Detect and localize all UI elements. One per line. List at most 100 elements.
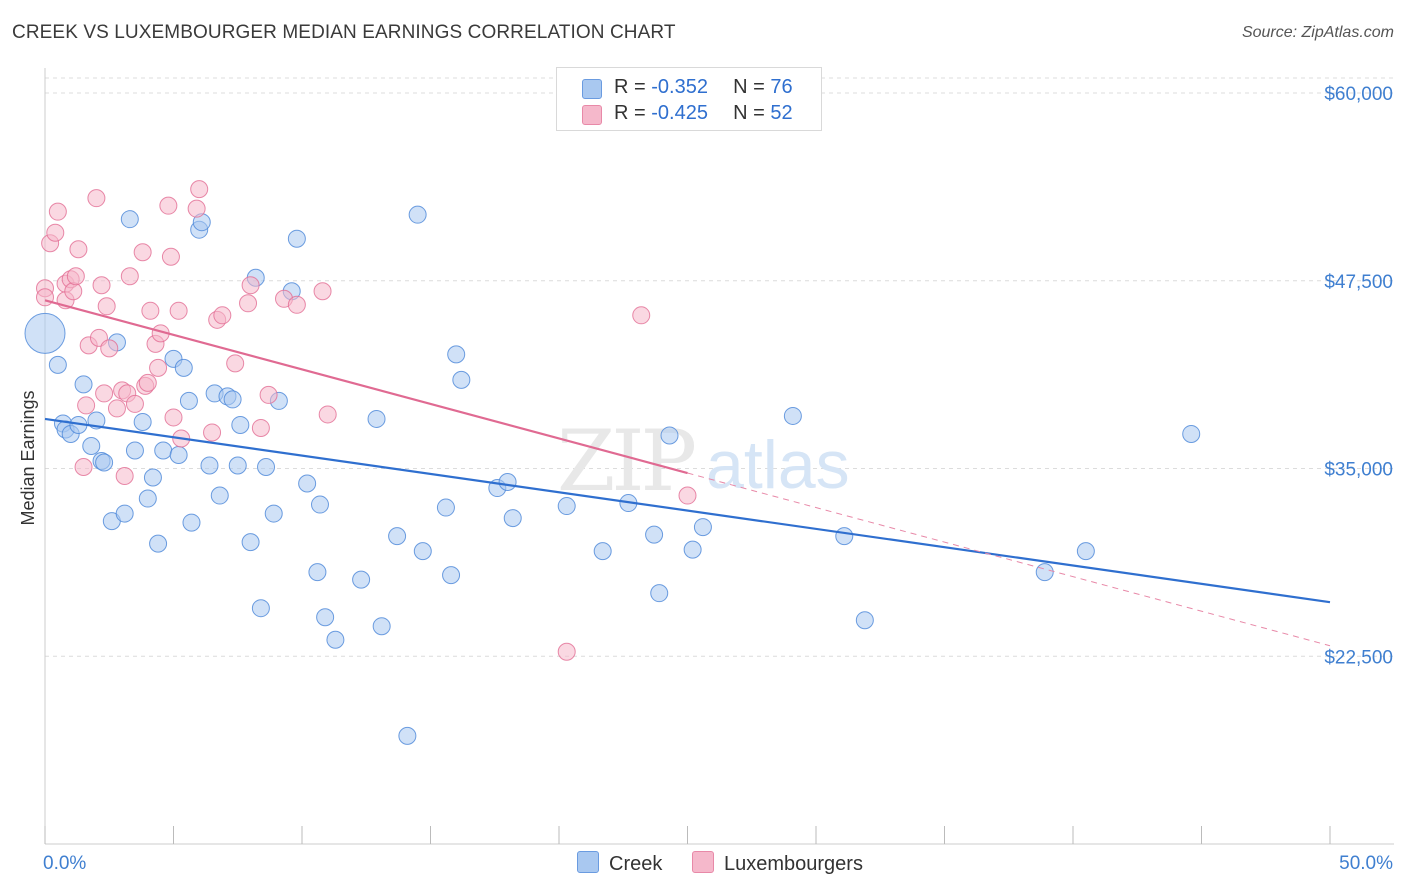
creek-point xyxy=(241,533,260,552)
creek-point xyxy=(182,513,201,532)
axis-labels: $22,500 $35,000 $47,500 $60,000 0.0% 50.0% Med… xyxy=(18,84,1393,874)
luxembourgers-point xyxy=(190,180,209,199)
creek-point xyxy=(683,540,702,559)
luxembourgers-point xyxy=(557,642,576,661)
creek-point xyxy=(593,542,612,561)
creek-point xyxy=(287,229,306,248)
creek-point xyxy=(372,617,391,636)
source-label: Source: ZipAtlas.com xyxy=(1241,24,1394,41)
creek-point xyxy=(783,406,802,425)
creek-point xyxy=(645,525,664,544)
luxembourgers-trend-line xyxy=(44,299,688,475)
gridlines xyxy=(45,77,1394,657)
creek-point xyxy=(367,409,386,428)
creek-point xyxy=(200,456,219,475)
luxembourgers-point xyxy=(318,405,337,424)
data-points xyxy=(24,180,1201,745)
luxembourgers-point xyxy=(87,189,106,208)
creek-point xyxy=(693,518,712,537)
creek-point xyxy=(125,441,144,460)
creek-point xyxy=(251,599,270,618)
luxembourgers-point xyxy=(97,297,116,316)
luxembourgers-point xyxy=(92,276,111,295)
creek-point xyxy=(149,534,168,553)
chart-title: CREEK VS LUXEMBOURGER MEDIAN EARNINGS CO… xyxy=(12,22,676,43)
creek-point xyxy=(228,456,247,475)
creek-point xyxy=(223,390,242,409)
watermark-atlas: atlas xyxy=(706,427,850,503)
luxembourgers-point xyxy=(100,339,119,358)
legend-n-value: 76 xyxy=(770,76,793,98)
legend-n-value: 52 xyxy=(770,102,793,124)
luxembourgers-point xyxy=(66,267,85,286)
creek-point xyxy=(310,495,329,514)
creek-point xyxy=(1035,563,1054,582)
creek-point xyxy=(257,458,276,477)
x-tick-label-min: 0.0% xyxy=(43,853,86,874)
creek-point xyxy=(179,391,198,410)
luxembourgers-point xyxy=(241,276,260,295)
y-tick-label: $60,000 xyxy=(1324,84,1393,105)
creek-point xyxy=(503,509,522,528)
creek-point xyxy=(408,205,427,224)
creek-point xyxy=(413,542,432,561)
creek-point xyxy=(352,570,371,589)
creek-point xyxy=(436,498,455,517)
luxembourgers-point xyxy=(141,301,160,320)
luxembourgers-point xyxy=(46,223,65,242)
luxembourgers-point xyxy=(159,196,178,215)
luxembourgers-point xyxy=(133,243,152,262)
trend-lines xyxy=(44,299,1331,647)
luxembourgers-point xyxy=(115,467,134,486)
luxembourgers-point xyxy=(74,458,93,477)
x-tick-label-max: 50.0% xyxy=(1339,853,1393,874)
creek-point xyxy=(442,566,461,585)
luxembourgers-point xyxy=(164,408,183,427)
luxembourgers-point xyxy=(161,247,180,266)
luxembourgers-point xyxy=(632,306,651,325)
legend-swatch-creek xyxy=(582,79,602,99)
luxembourgers-point xyxy=(251,418,270,437)
creek-point xyxy=(855,611,874,630)
creek-point xyxy=(95,453,114,472)
luxembourgers-point xyxy=(678,486,697,505)
luxembourgers-point xyxy=(259,385,278,404)
y-axis-label: Median Earnings xyxy=(18,390,38,525)
luxembourgers-point xyxy=(213,306,232,325)
creek-point xyxy=(447,345,466,364)
creek-point xyxy=(174,358,193,377)
legend-n-label: N = xyxy=(733,76,771,98)
axes xyxy=(44,68,1394,845)
bottom-legend-swatch-creek xyxy=(577,851,599,873)
creek-trend-line xyxy=(44,417,1331,604)
creek-point xyxy=(231,415,250,434)
creek-point xyxy=(326,630,345,649)
bottom-legend-creek: Creek xyxy=(577,851,662,876)
y-tick-label: $22,500 xyxy=(1324,647,1393,668)
creek-point xyxy=(650,584,669,603)
luxembourgers-point xyxy=(313,282,332,301)
creek-point xyxy=(74,375,93,394)
luxembourgers-point xyxy=(107,399,126,418)
creek-point xyxy=(210,486,229,505)
luxembourgers-point xyxy=(64,282,83,301)
creek-point xyxy=(557,497,576,516)
creek-point xyxy=(82,436,101,455)
creek-point xyxy=(1076,542,1095,561)
legend-r-value: -0.425 xyxy=(651,102,708,124)
creek-point xyxy=(298,474,317,493)
creek-point xyxy=(388,527,407,546)
creek-point xyxy=(1182,424,1201,443)
creek-point xyxy=(143,468,162,487)
luxembourgers-point xyxy=(239,294,258,313)
luxembourgers-point xyxy=(287,295,306,314)
creek-point xyxy=(316,608,335,627)
legend-r-value: -0.352 xyxy=(651,76,708,98)
creek-point xyxy=(308,563,327,582)
creek-point xyxy=(133,412,152,431)
creek-point xyxy=(169,445,188,464)
bottom-legend-luxembourgers: Luxembourgers xyxy=(692,851,863,876)
legend-swatch-luxembourgers xyxy=(582,105,602,125)
luxembourgers-point xyxy=(226,354,245,373)
